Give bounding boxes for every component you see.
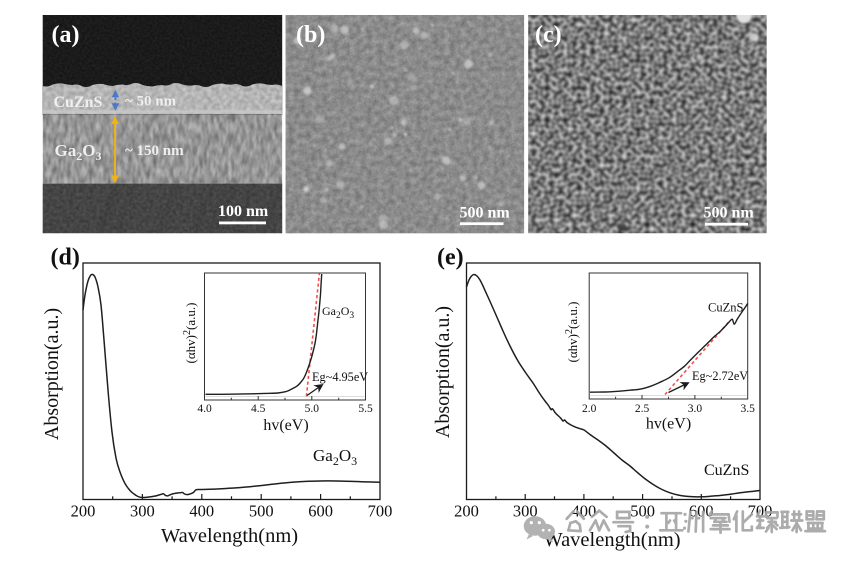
svg-text:5.0: 5.0 <box>305 403 320 415</box>
svg-text:4.5: 4.5 <box>251 403 266 415</box>
svg-text:500: 500 <box>249 502 274 521</box>
svg-text:(αhv)2(a.u.): (αhv)2(a.u.) <box>182 303 198 364</box>
svg-text:Ga2O3: Ga2O3 <box>322 304 354 321</box>
svg-text:Ga2O3: Ga2O3 <box>55 141 102 163</box>
svg-text:Eg~2.72eV: Eg~2.72eV <box>692 369 748 383</box>
svg-text:Wavelength(nm): Wavelength(nm) <box>161 525 298 547</box>
svg-text:3.0: 3.0 <box>688 403 703 415</box>
svg-text:100 nm: 100 nm <box>218 203 269 220</box>
svg-text:4.0: 4.0 <box>197 403 212 415</box>
svg-text:(d): (d) <box>51 245 80 271</box>
svg-text:CuZnS: CuZnS <box>54 94 103 111</box>
svg-text:400: 400 <box>189 502 214 521</box>
svg-text:600: 600 <box>308 502 333 521</box>
svg-text:5.5: 5.5 <box>358 403 373 415</box>
svg-text:3.5: 3.5 <box>741 403 756 415</box>
svg-text:hv(eV): hv(eV) <box>263 417 308 434</box>
svg-text:CuZnS: CuZnS <box>704 462 749 479</box>
svg-text:200: 200 <box>454 502 479 521</box>
svg-text:Eg~4.95eV: Eg~4.95eV <box>312 370 368 384</box>
svg-text:500 nm: 500 nm <box>460 205 511 222</box>
svg-text:Absorption(a.u.): Absorption(a.u.) <box>41 308 63 440</box>
svg-text:2.0: 2.0 <box>582 403 597 415</box>
svg-text:(αhv)2(a.u.): (αhv)2(a.u.) <box>564 302 580 363</box>
svg-text:Absorption(a.u.): Absorption(a.u.) <box>432 306 454 438</box>
svg-text:(c): (c) <box>535 22 562 48</box>
svg-text:500: 500 <box>630 502 655 521</box>
svg-text:Wavelength(nm): Wavelength(nm) <box>543 529 680 551</box>
svg-text:CuZnS: CuZnS <box>708 301 743 315</box>
svg-text:500 nm: 500 nm <box>704 205 755 222</box>
svg-text:700: 700 <box>368 502 393 521</box>
svg-text:200: 200 <box>71 502 96 521</box>
svg-text:2.5: 2.5 <box>635 403 650 415</box>
svg-text:(b): (b) <box>296 22 325 48</box>
svg-text:~ 150 nm: ~ 150 nm <box>125 143 184 159</box>
svg-text:(e): (e) <box>437 245 464 271</box>
svg-text:Ga2O3: Ga2O3 <box>313 446 357 468</box>
svg-text:400: 400 <box>572 502 597 521</box>
svg-text:~ 50 nm: ~ 50 nm <box>125 94 177 110</box>
svg-text:300: 300 <box>130 502 155 521</box>
svg-text:300: 300 <box>513 502 538 521</box>
svg-text:(a): (a) <box>52 22 80 48</box>
svg-text:hv(eV): hv(eV) <box>646 416 691 433</box>
